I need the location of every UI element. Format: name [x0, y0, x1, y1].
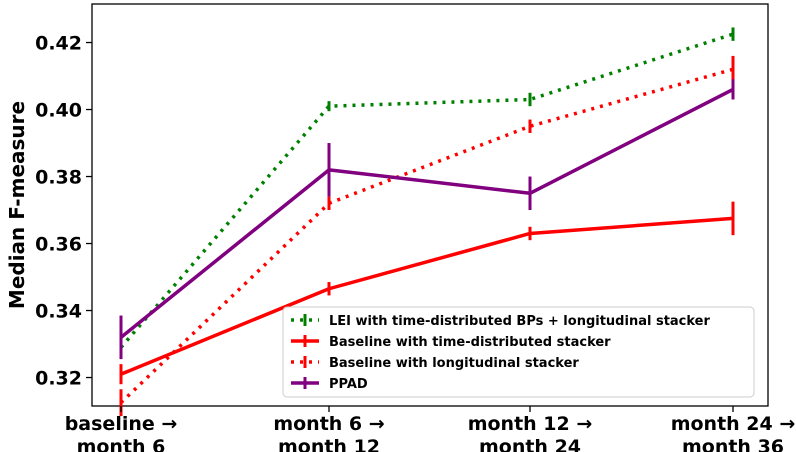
- legend-item-2: Baseline with time-distributed stacker: [291, 335, 611, 350]
- y-axis: 0.32 0.34 0.36 0.38 0.40 0.42: [35, 33, 92, 390]
- data-point: [119, 372, 123, 376]
- x-tick-label-line: month 36: [682, 436, 784, 452]
- plot-frame: [91, 3, 769, 407]
- series-line: [119, 67, 734, 404]
- data-point: [528, 124, 532, 128]
- series-4: [119, 79, 735, 360]
- x-tick-label-line: month 12: [278, 436, 380, 452]
- data-point: [528, 231, 532, 235]
- data-point: [731, 216, 735, 220]
- x-tick-label-line: month 24: [479, 436, 581, 452]
- data-point: [327, 104, 331, 108]
- x-tick-label-line: month 24 →: [671, 413, 796, 435]
- data-point: [327, 287, 331, 291]
- legend-item-3: Baseline with longitudinal stacker: [291, 356, 579, 371]
- x-tick-label-line: month 6: [77, 436, 166, 452]
- series-line: [120, 216, 734, 376]
- y-tick-label: 0.36: [35, 234, 82, 256]
- y-axis-title: Median F-measure: [5, 101, 29, 309]
- legend-item-4: PPAD: [291, 377, 368, 392]
- data-point: [731, 32, 735, 36]
- x-tick-label: month 12 → month 24: [468, 413, 593, 452]
- y-tick-label: 0.42: [35, 33, 82, 55]
- legend-box: [282, 306, 755, 398]
- legend-label: PPAD: [329, 377, 368, 392]
- y-tick-label: 0.38: [35, 167, 82, 189]
- legend-item-1: LEI with time-distributed BPs + longitud…: [291, 314, 710, 329]
- data-point: [327, 168, 331, 172]
- series-1: [119, 27, 735, 355]
- legend: LEI with time-distributed BPs + longitud…: [282, 306, 755, 398]
- y-tick-label: 0.34: [35, 301, 82, 323]
- legend-label: Baseline with time-distributed stacker: [329, 335, 611, 350]
- x-tick-label: baseline → month 6: [65, 413, 178, 452]
- data-point: [119, 401, 123, 405]
- x-tick-label-line: baseline →: [65, 413, 178, 435]
- plot-area: [91, 3, 769, 417]
- x-tick-label-line: month 6 →: [273, 413, 384, 435]
- x-tick-label-line: month 12 →: [468, 413, 593, 435]
- y-tick-label: 0.32: [35, 368, 82, 390]
- data-point: [528, 97, 532, 101]
- series-2: [119, 201, 735, 385]
- series-line: [119, 32, 734, 349]
- series-line: [119, 87, 734, 339]
- x-tick-label: month 6 → month 12: [273, 413, 384, 452]
- y-tick-label: 0.40: [35, 100, 82, 122]
- data-point: [731, 67, 735, 71]
- legend-label: LEI with time-distributed BPs + longitud…: [329, 314, 710, 329]
- data-point: [528, 191, 532, 195]
- data-point: [119, 335, 123, 339]
- legend-label: Baseline with longitudinal stacker: [329, 356, 579, 371]
- data-point: [731, 87, 735, 91]
- x-tick-label: month 24 → month 36: [671, 413, 796, 452]
- data-point: [327, 201, 331, 205]
